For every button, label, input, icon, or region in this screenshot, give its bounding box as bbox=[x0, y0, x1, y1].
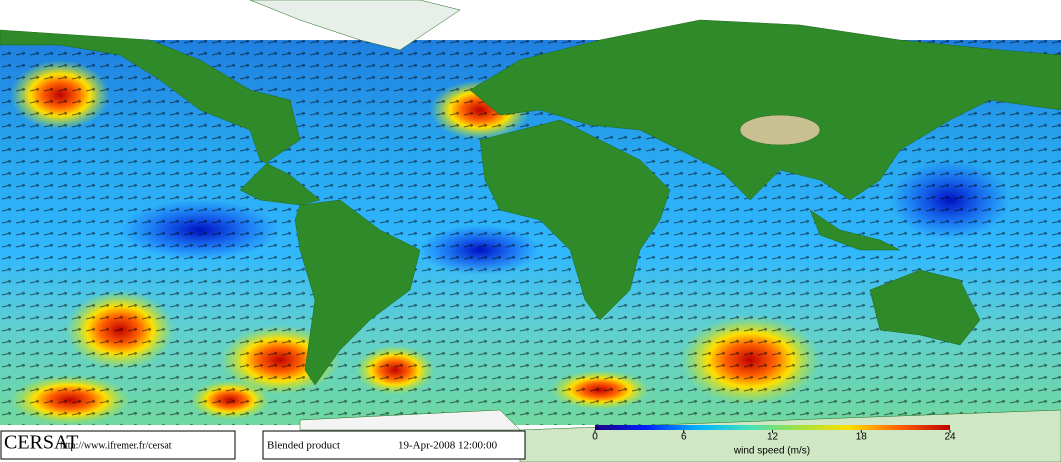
logo: CERSAT bbox=[4, 432, 78, 454]
colorbar-label: wind speed (m/s) bbox=[733, 446, 810, 457]
colorbar-tick-label: 12 bbox=[767, 432, 779, 443]
footer: CERSAT http://www.ifremer.fr/cersat Blen… bbox=[0, 430, 526, 460]
date: 19-Apr-2008 12:00:00 bbox=[398, 440, 498, 452]
product-box bbox=[262, 430, 526, 460]
colorbar-ramp bbox=[595, 425, 950, 430]
colorbar-tick-label: 24 bbox=[944, 432, 956, 443]
colorbar-tick-label: 6 bbox=[681, 432, 687, 443]
colorbar-tick-label: 18 bbox=[856, 432, 868, 443]
url: http://www.ifremer.fr/cersat bbox=[60, 440, 172, 451]
product: Blended product bbox=[267, 440, 340, 452]
logo-box bbox=[0, 430, 236, 460]
colorbar-tick-label: 0 bbox=[592, 432, 598, 443]
colorbar: wind speed (m/s) 0 6 12 18 24 bbox=[592, 425, 956, 457]
